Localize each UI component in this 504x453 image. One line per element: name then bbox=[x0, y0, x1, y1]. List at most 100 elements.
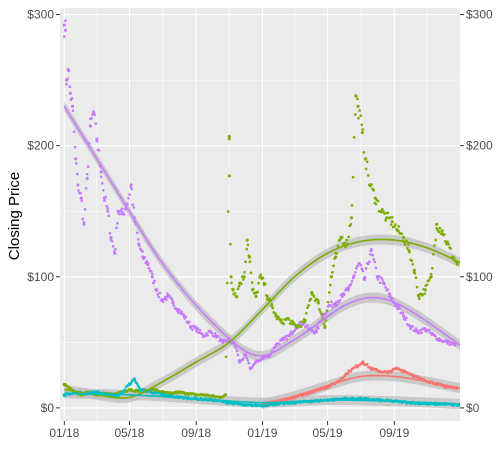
data-point bbox=[70, 97, 74, 100]
data-point bbox=[76, 183, 80, 187]
data-point bbox=[257, 281, 260, 285]
data-point bbox=[430, 266, 434, 270]
data-point bbox=[346, 372, 350, 376]
data-point bbox=[376, 199, 380, 203]
data-point bbox=[245, 356, 249, 360]
data-point bbox=[210, 331, 214, 335]
data-point bbox=[293, 397, 296, 400]
data-point bbox=[155, 289, 158, 292]
data-point bbox=[457, 404, 460, 407]
data-point bbox=[396, 229, 399, 232]
data-point bbox=[306, 323, 309, 327]
data-point bbox=[268, 355, 271, 359]
data-point bbox=[224, 355, 228, 359]
data-point bbox=[328, 283, 332, 287]
data-point bbox=[136, 238, 140, 241]
data-point bbox=[429, 272, 433, 276]
data-point bbox=[115, 226, 118, 230]
data-point bbox=[312, 295, 316, 298]
data-point bbox=[261, 276, 265, 280]
data-point bbox=[343, 241, 346, 245]
data-point bbox=[94, 122, 98, 125]
data-point bbox=[275, 317, 279, 321]
data-point bbox=[285, 338, 289, 341]
data-point bbox=[259, 273, 263, 277]
data-point bbox=[130, 187, 133, 191]
data-point bbox=[237, 284, 241, 288]
data-point bbox=[448, 343, 452, 347]
data-point bbox=[318, 308, 321, 311]
data-point bbox=[347, 286, 351, 289]
data-point bbox=[352, 274, 356, 277]
data-point bbox=[326, 300, 330, 304]
data-point bbox=[176, 311, 180, 314]
data-point bbox=[245, 247, 249, 251]
data-point bbox=[79, 196, 83, 200]
data-point bbox=[95, 139, 99, 143]
data-point bbox=[123, 388, 127, 392]
data-point bbox=[416, 293, 420, 297]
data-point bbox=[432, 252, 435, 256]
data-point bbox=[163, 296, 167, 299]
data-point bbox=[244, 352, 247, 356]
data-point bbox=[362, 151, 366, 154]
data-point bbox=[218, 339, 221, 343]
data-point bbox=[434, 238, 437, 242]
data-point bbox=[406, 246, 409, 250]
data-point bbox=[307, 304, 310, 307]
y-tick-label-right: $100 bbox=[466, 270, 493, 284]
data-point bbox=[241, 275, 244, 278]
data-point bbox=[383, 212, 386, 215]
trend-line bbox=[64, 238, 461, 399]
data-point bbox=[263, 282, 267, 286]
data-point bbox=[242, 278, 245, 281]
data-point bbox=[67, 69, 71, 73]
data-point bbox=[373, 260, 377, 264]
data-point bbox=[349, 283, 353, 286]
data-point bbox=[361, 128, 365, 131]
data-point bbox=[287, 318, 291, 321]
data-point bbox=[313, 331, 317, 335]
data-point bbox=[131, 203, 135, 207]
data-point bbox=[437, 230, 441, 234]
data-point bbox=[442, 233, 446, 236]
data-point bbox=[446, 240, 449, 244]
x-tick-label: 09/18 bbox=[181, 426, 211, 440]
data-point bbox=[244, 260, 247, 264]
data-point bbox=[256, 290, 259, 294]
data-point bbox=[379, 276, 383, 280]
data-point bbox=[298, 320, 302, 324]
data-point bbox=[127, 196, 130, 200]
data-point bbox=[381, 208, 384, 211]
data-point bbox=[392, 225, 396, 229]
data-point bbox=[93, 113, 97, 116]
data-point bbox=[361, 269, 365, 273]
data-point bbox=[178, 308, 181, 312]
data-point bbox=[165, 298, 168, 301]
data-point bbox=[352, 136, 356, 139]
data-point bbox=[88, 124, 92, 128]
data-point bbox=[129, 185, 132, 189]
data-point bbox=[410, 259, 414, 262]
data-point bbox=[447, 339, 450, 343]
data-point bbox=[74, 162, 78, 165]
data-point bbox=[247, 361, 251, 365]
data-point bbox=[388, 294, 392, 298]
data-point bbox=[147, 267, 151, 270]
data-point bbox=[118, 212, 122, 216]
data-point bbox=[389, 223, 393, 227]
data-point bbox=[323, 326, 327, 329]
data-point bbox=[314, 329, 318, 332]
data-point bbox=[447, 242, 450, 246]
data-point bbox=[133, 378, 137, 382]
data-point bbox=[438, 226, 442, 230]
series-points bbox=[62, 94, 459, 400]
data-point bbox=[225, 281, 229, 285]
data-point bbox=[347, 235, 351, 239]
data-point bbox=[303, 318, 307, 322]
data-point bbox=[408, 324, 411, 327]
data-point bbox=[234, 346, 238, 349]
data-point bbox=[403, 243, 407, 246]
trend-line bbox=[262, 374, 461, 405]
